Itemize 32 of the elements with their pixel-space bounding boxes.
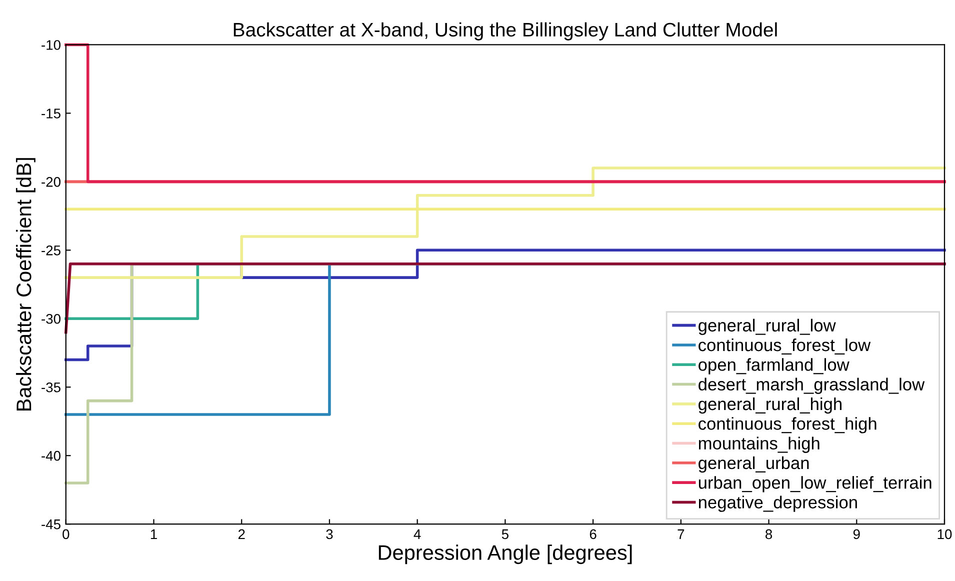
x-tick-label: 10 xyxy=(938,529,952,540)
y-tick-label: -15 xyxy=(42,108,60,118)
y-tick-label: -45 xyxy=(42,520,60,530)
x-tick-label: 3 xyxy=(326,529,333,540)
x-tick-label: 0 xyxy=(62,529,70,540)
x-tick-label: 6 xyxy=(590,529,596,540)
x-tick-label: 1 xyxy=(150,529,157,539)
legend-label: continuous_forest_low xyxy=(698,338,871,355)
legend-label: general_urban xyxy=(698,456,809,473)
y-axis-title: Backscatter Coefficient [dB] xyxy=(16,158,36,410)
y-tick-label: -20 xyxy=(42,177,60,187)
y-tick-label: -30 xyxy=(42,314,60,324)
legend-label: negative_depression xyxy=(698,496,857,512)
x-tick-label: 5 xyxy=(502,529,508,540)
y-tick-label: -35 xyxy=(42,382,60,392)
legend-label: desert_marsh_grassland_low xyxy=(698,378,925,394)
x-tick-label: 4 xyxy=(414,529,421,539)
legend-label: general_rural_high xyxy=(698,397,842,414)
x-tick-label: 8 xyxy=(766,529,772,540)
legend-label: continuous_forest_high xyxy=(698,417,876,434)
legend-label: general_rural_low xyxy=(698,318,836,336)
x-axis-title: Depression Angle [degrees] xyxy=(378,544,632,564)
x-tick-label: 7 xyxy=(678,529,684,539)
x-tick-label: 2 xyxy=(238,529,245,539)
y-tick-label: -40 xyxy=(42,450,60,461)
y-tick-label: -10 xyxy=(42,40,60,50)
chart-title: Backscatter at X-band, Using the Billingsley Land Clutter Model xyxy=(234,22,777,40)
x-tick-label: 9 xyxy=(853,529,860,540)
y-tick-label: -25 xyxy=(42,245,60,256)
legend-label: urban_open_low_relief_terrain xyxy=(698,476,932,492)
legend-label: open_farmland_low xyxy=(698,358,850,374)
legend-label: mountains_high xyxy=(698,436,820,453)
